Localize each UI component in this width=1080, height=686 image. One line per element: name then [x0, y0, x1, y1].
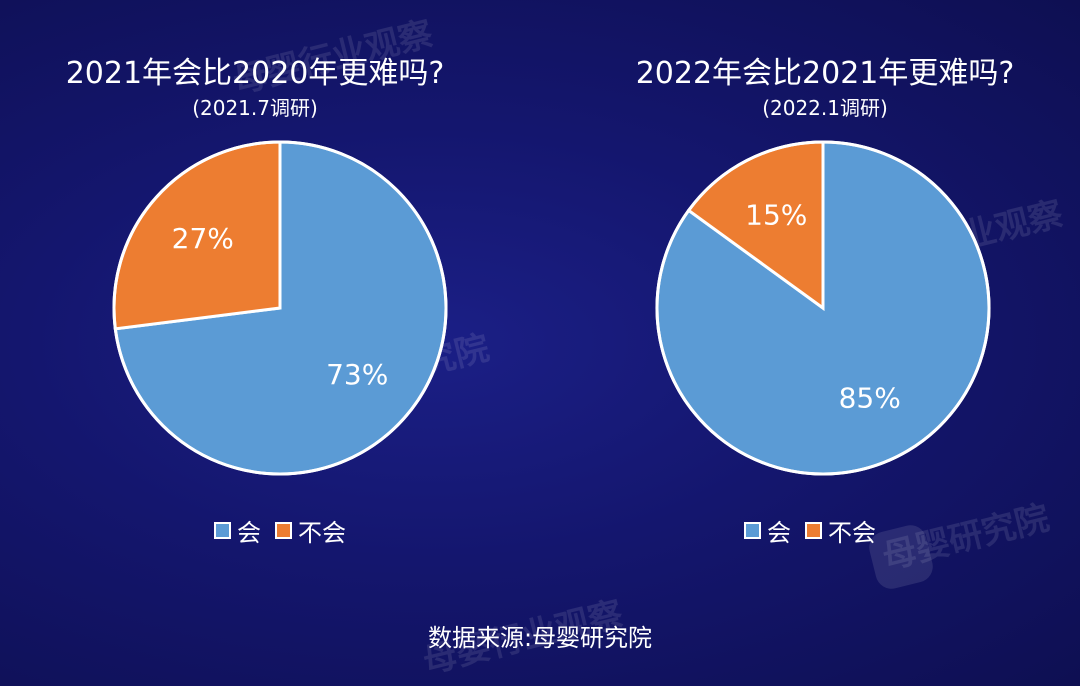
pie-data-label: 85% — [839, 382, 901, 415]
pie-chart: 73% 27% — [112, 140, 448, 476]
legend-item-hui: 会 — [214, 513, 261, 548]
pie-chart: 85% 15% — [655, 140, 991, 476]
legend-label: 会 — [237, 519, 261, 547]
legend-swatch-buhui — [805, 522, 822, 539]
chart-title: 2022年会比2021年更难吗? — [635, 56, 1015, 91]
data-source: 数据来源:母婴研究院 — [427, 624, 653, 652]
chart-panel-2021: 2021年会比2020年更难吗? (2021.7调研) 73% 27% 会 不会 — [0, 0, 540, 600]
pie-outline — [655, 140, 991, 476]
pie-data-label: 15% — [745, 198, 807, 231]
pie-data-label: 73% — [326, 358, 388, 391]
legend-label: 不会 — [828, 519, 876, 547]
legend-swatch-hui — [744, 522, 761, 539]
legend-item-buhui: 不会 — [805, 513, 876, 548]
legend-swatch-hui — [214, 522, 231, 539]
legend-item-buhui: 不会 — [275, 513, 346, 548]
pie-outline — [112, 140, 448, 476]
chart-title: 2021年会比2020年更难吗? — [65, 56, 445, 91]
chart-subtitle: (2021.7调研) — [192, 96, 318, 120]
legend-label: 会 — [767, 519, 791, 547]
legend-item-hui: 会 — [744, 513, 791, 548]
chart-legend: 会 不会 — [0, 513, 560, 548]
chart-legend: 会 不会 — [530, 513, 1080, 548]
chart-subtitle: (2022.1调研) — [762, 96, 888, 120]
chart-panel-2022: 2022年会比2021年更难吗? (2022.1调研) 85% 15% 会 不会 — [540, 0, 1080, 600]
legend-swatch-buhui — [275, 522, 292, 539]
pie-data-label: 27% — [172, 222, 234, 255]
legend-label: 不会 — [298, 519, 346, 547]
